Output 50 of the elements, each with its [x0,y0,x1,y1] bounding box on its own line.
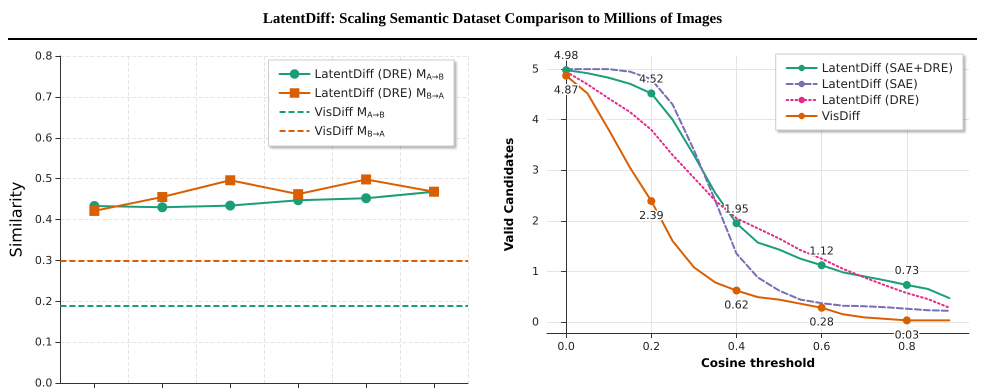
point [818,261,826,270]
y-tick-label: 3 [532,164,539,177]
x-axis-title: Cosine threshold [700,356,816,370]
data-label: 1.12 [809,244,834,258]
data-label: 0.62 [724,298,749,312]
y-tick-label: 0.4 [34,213,52,226]
point [647,197,656,206]
point [361,174,372,184]
y-tick-label: 5 [532,62,539,76]
point [293,189,304,200]
point [361,193,372,204]
point [902,316,911,324]
y-tick-label: 1 [532,264,539,278]
y-tick-label: 0.7 [34,90,52,104]
y-tick-label: 0.3 [34,254,52,267]
point [647,89,656,98]
point [157,202,168,212]
y-tick-label: 0.8 [34,50,52,62]
y-tick-label: 0.0 [34,376,52,389]
point [818,304,826,312]
y-tick-label: 4 [532,113,539,126]
point [157,192,168,202]
x-tick-label: 0.4 [728,340,746,353]
data-label: 0.28 [809,316,834,329]
y-tick-label: 0.1 [34,336,52,349]
y-axis-title: Similarity [6,182,26,258]
point [732,286,740,295]
y-tick-label: 0.6 [34,131,52,144]
x-tick-label: 0.2 [642,340,660,353]
point [902,280,911,289]
y-tick-label: 0.2 [34,294,52,308]
point [89,206,100,216]
point [225,175,236,186]
y-tick-label: 0 [532,315,539,328]
point [225,200,236,211]
y-tick-label: 2 [532,214,539,228]
legend-label: LatentDiff (SAE) [822,77,918,91]
legend-label: VisDiff [822,109,861,123]
chart-title: LatentDiff: Scaling Semantic Dataset Comparison to Millions of Images [8,8,977,40]
x-tick-label: 0.6 [812,340,830,353]
data-label: 0.73 [894,264,920,277]
x-tick-label: 0.8 [898,340,916,353]
legend-label: LatentDiff (SAE+DRE) [822,61,954,75]
x-tick-label: 0.0 [557,340,575,353]
point [562,72,570,80]
point [732,219,740,228]
data-label: 4.98 [554,49,578,62]
legend-label: LatentDiff (DRE) [822,93,920,107]
y-tick-label: 0.5 [34,172,52,186]
y-axis-title: Valid Candidates [502,138,516,252]
